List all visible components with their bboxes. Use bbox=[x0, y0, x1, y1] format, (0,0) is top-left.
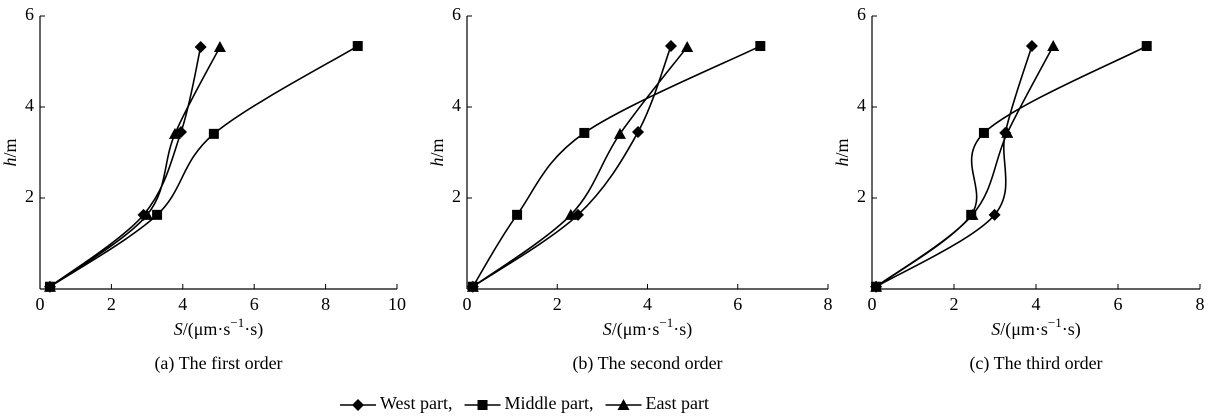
triangle-marker bbox=[870, 280, 883, 292]
triangle-marker bbox=[1047, 40, 1060, 52]
x-tick-label: 2 bbox=[553, 294, 562, 314]
x-tick-label: 4 bbox=[178, 294, 187, 314]
x-tick-label: 8 bbox=[824, 294, 833, 314]
x-tick-label: 0 bbox=[463, 294, 472, 314]
y-axis-label: h/m bbox=[427, 138, 447, 166]
y-label-var: h bbox=[832, 158, 852, 167]
y-tick-label: 6 bbox=[25, 4, 34, 24]
legend-label: East part bbox=[646, 393, 709, 413]
square-marker bbox=[152, 209, 163, 220]
x-label-unit: /(μm·s bbox=[1000, 319, 1048, 340]
panel-title: (b) The second order bbox=[572, 353, 722, 374]
square-marker bbox=[1141, 41, 1152, 52]
x-label-var: S bbox=[991, 319, 1000, 339]
x-tick-label: 6 bbox=[250, 294, 259, 314]
x-tick-label: 6 bbox=[733, 294, 742, 314]
square-marker bbox=[477, 400, 488, 410]
y-tick-label: 2 bbox=[452, 186, 461, 206]
square-marker bbox=[208, 128, 219, 139]
x-tick-label: 8 bbox=[1196, 294, 1205, 314]
x-tick-label: 10 bbox=[388, 294, 406, 314]
diamond-marker bbox=[1025, 40, 1038, 53]
diamond-marker bbox=[352, 399, 364, 411]
x-tick-label: 0 bbox=[36, 294, 45, 314]
triangle-marker bbox=[1001, 126, 1014, 138]
diamond-marker bbox=[194, 40, 207, 53]
y-label-var: h bbox=[0, 158, 20, 167]
series-line bbox=[472, 45, 761, 288]
x-tick-label: 2 bbox=[107, 294, 116, 314]
triangle-marker bbox=[681, 40, 694, 52]
diamond-marker bbox=[632, 126, 645, 139]
x-label-unit: ·s) bbox=[673, 319, 692, 340]
series-line bbox=[472, 45, 672, 288]
x-tick-label: 0 bbox=[868, 294, 877, 314]
y-label-var: h bbox=[427, 158, 447, 167]
y-tick-label: 2 bbox=[25, 186, 34, 206]
x-axis-label: S/(μm·s−1·s) bbox=[603, 315, 693, 340]
panel-title: (a) The first order bbox=[154, 353, 282, 374]
x-tick-label: 4 bbox=[1032, 294, 1041, 314]
x-label-var: S bbox=[174, 319, 183, 339]
y-tick-label: 4 bbox=[857, 95, 866, 115]
triangle-marker bbox=[466, 280, 479, 292]
x-label-sup: −1 bbox=[1048, 315, 1062, 330]
x-label-unit: /(μm·s bbox=[612, 319, 660, 340]
series-line bbox=[875, 45, 1033, 288]
x-label-unit: /(μm·s bbox=[183, 319, 231, 340]
triangle-marker bbox=[613, 127, 626, 139]
y-label-unit: /m bbox=[427, 138, 447, 157]
panel-title: (c) The third order bbox=[969, 353, 1102, 374]
series-line bbox=[49, 45, 359, 288]
x-label-unit: ·s) bbox=[1062, 319, 1081, 340]
x-label-sup: −1 bbox=[659, 315, 673, 330]
series-line bbox=[875, 45, 1054, 288]
legend-label: Middle part, bbox=[505, 393, 594, 413]
x-tick-label: 8 bbox=[321, 294, 330, 314]
triangle-marker bbox=[564, 208, 577, 220]
square-marker bbox=[352, 41, 363, 52]
diamond-marker bbox=[988, 208, 1001, 221]
y-tick-label: 6 bbox=[452, 4, 461, 24]
y-tick-label: 4 bbox=[25, 95, 34, 115]
series-line bbox=[875, 45, 1148, 288]
x-tick-label: 2 bbox=[950, 294, 959, 314]
diamond-marker bbox=[664, 40, 677, 53]
y-tick-label: 2 bbox=[857, 186, 866, 206]
y-axis-label: h/m bbox=[0, 138, 20, 166]
square-marker bbox=[755, 41, 766, 52]
triangle-marker bbox=[43, 280, 56, 292]
x-axis-label: S/(μm·s−1·s) bbox=[991, 315, 1081, 340]
x-tick-label: 4 bbox=[643, 294, 652, 314]
y-axis-label: h/m bbox=[832, 138, 852, 166]
triangle-marker bbox=[213, 40, 226, 52]
y-tick-label: 6 bbox=[857, 4, 866, 24]
y-label-unit: /m bbox=[0, 138, 20, 157]
x-label-unit: ·s) bbox=[244, 319, 263, 340]
square-marker bbox=[579, 127, 590, 138]
triangle-marker bbox=[168, 127, 181, 139]
series-line bbox=[49, 46, 221, 288]
square-marker bbox=[978, 127, 989, 138]
series-line bbox=[49, 46, 202, 288]
triangle-marker bbox=[966, 208, 979, 220]
series-line bbox=[472, 46, 688, 288]
x-tick-label: 6 bbox=[1114, 294, 1123, 314]
y-tick-label: 4 bbox=[452, 95, 461, 115]
y-label-unit: /m bbox=[832, 138, 852, 157]
x-label-var: S bbox=[603, 319, 612, 339]
square-marker bbox=[512, 209, 523, 220]
x-label-sup: −1 bbox=[230, 315, 244, 330]
x-axis-label: S/(μm·s−1·s) bbox=[174, 315, 264, 340]
triangle-marker bbox=[617, 399, 630, 410]
triangle-marker bbox=[141, 208, 154, 220]
legend-label: West part, bbox=[380, 393, 453, 413]
